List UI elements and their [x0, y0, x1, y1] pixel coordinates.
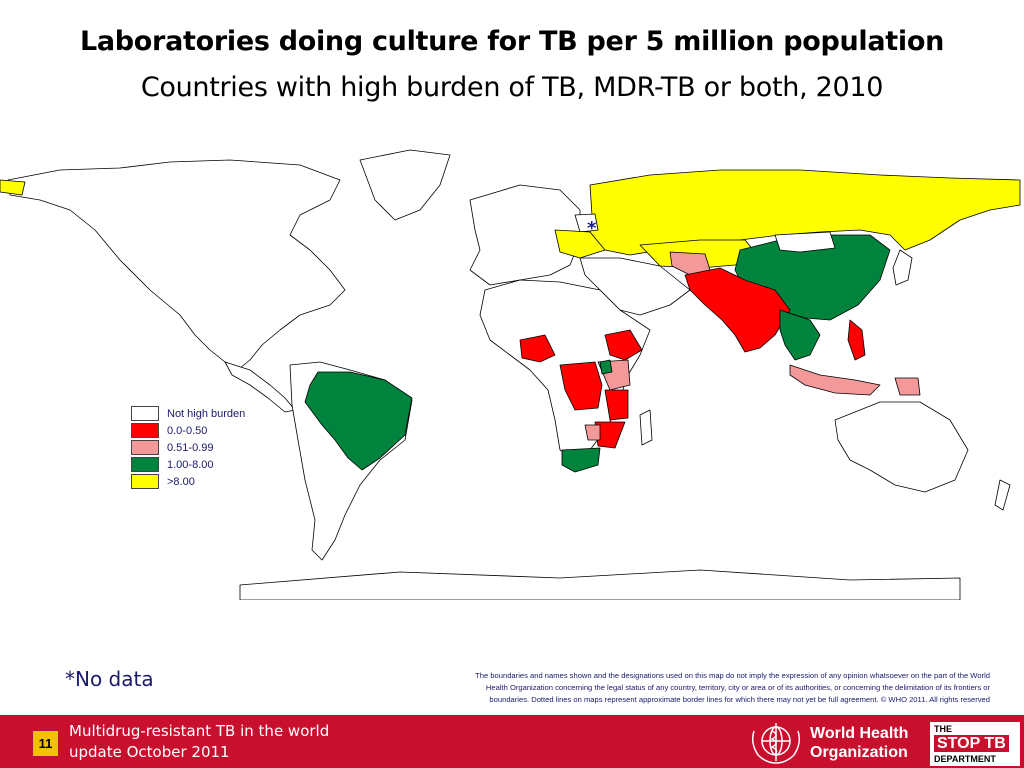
no-data-note: *No data — [65, 667, 154, 691]
region-japan — [892, 249, 913, 286]
region-greenland — [359, 149, 451, 221]
legend-label: 0.0-0.50 — [167, 424, 208, 437]
who-line: World Health — [810, 725, 909, 742]
footer-bar — [0, 715, 1024, 768]
who-logo-text: World Health Organization — [810, 724, 908, 762]
region-brazil — [304, 371, 413, 471]
region-south-africa — [561, 447, 601, 473]
legend-item: 0.51-0.99 — [131, 439, 245, 456]
legend-swatch — [131, 474, 159, 489]
region-papua — [894, 377, 921, 396]
region-nigeria — [519, 334, 556, 363]
region-tanzania — [604, 389, 629, 421]
legend-item: Not high burden — [131, 405, 245, 422]
legend-item: 0.0-0.50 — [131, 422, 245, 439]
region-australia — [834, 401, 969, 493]
stoptb-line: DEPARTMENT — [934, 754, 996, 764]
legend-label: 1.00-8.00 — [167, 458, 214, 471]
page-title: Laboratories doing culture for TB per 5 … — [79, 26, 945, 57]
legend-swatch — [131, 406, 159, 421]
region-belarus — [574, 213, 599, 233]
region-central-america — [224, 361, 296, 413]
region-europe — [469, 184, 581, 286]
footer-caption: Multidrug-resistant TB in the world upda… — [69, 721, 329, 763]
page-subtitle: Countries with high burden of TB, MDR-TB… — [140, 72, 884, 103]
region-central-africa — [559, 361, 603, 411]
legend-item: >8.00 — [131, 473, 245, 490]
footer-line: update October 2011 — [69, 743, 230, 761]
region-philippines — [847, 319, 866, 361]
disclaimer-line: Health Organization concerning the legal… — [485, 683, 990, 692]
region-far-east-tip — [0, 179, 26, 196]
region-russia — [589, 169, 1021, 256]
region-indonesia — [789, 364, 881, 396]
legend-swatch — [131, 440, 159, 455]
region-uganda — [599, 359, 613, 375]
region-north-america — [7, 159, 346, 369]
region-madagascar — [639, 409, 653, 446]
disclaimer-line: The boundaries and names shown and the d… — [475, 671, 990, 680]
region-middle-east — [579, 257, 691, 316]
no-data-marker: * — [587, 218, 597, 239]
region-mongolia — [774, 231, 836, 253]
page-number-badge: 11 — [33, 731, 58, 756]
map-legend: Not high burden 0.0-0.50 0.51-0.99 1.00-… — [131, 405, 245, 490]
region-eastern-europe — [554, 229, 606, 259]
region-ethiopia — [604, 329, 643, 361]
legend-label: 0.51-0.99 — [167, 441, 214, 454]
region-southeast-asia — [779, 309, 821, 361]
footer-line: Multidrug-resistant TB in the world — [69, 722, 330, 740]
disclaimer-line: boundaries. Dotted lines on maps represe… — [489, 695, 990, 704]
legend-swatch — [131, 457, 159, 472]
legend-item: 1.00-8.00 — [131, 456, 245, 473]
legend-label: Not high burden — [167, 407, 246, 420]
stop-tb-logo: THE STOP TB DEPARTMENT — [930, 722, 1020, 766]
who-line: Organization — [810, 744, 908, 761]
world-map — [0, 149, 1021, 600]
region-south-asia — [684, 267, 791, 353]
region-antarctica — [239, 569, 961, 600]
region-new-zealand — [994, 479, 1011, 511]
stoptb-line: STOP TB — [934, 735, 1009, 752]
stoptb-line: THE — [934, 724, 952, 734]
map-disclaimer: The boundaries and names shown and the d… — [345, 670, 990, 706]
legend-swatch — [131, 423, 159, 438]
region-zimbabwe — [584, 424, 601, 441]
who-emblem-icon — [751, 723, 801, 764]
legend-label: >8.00 — [167, 475, 195, 488]
